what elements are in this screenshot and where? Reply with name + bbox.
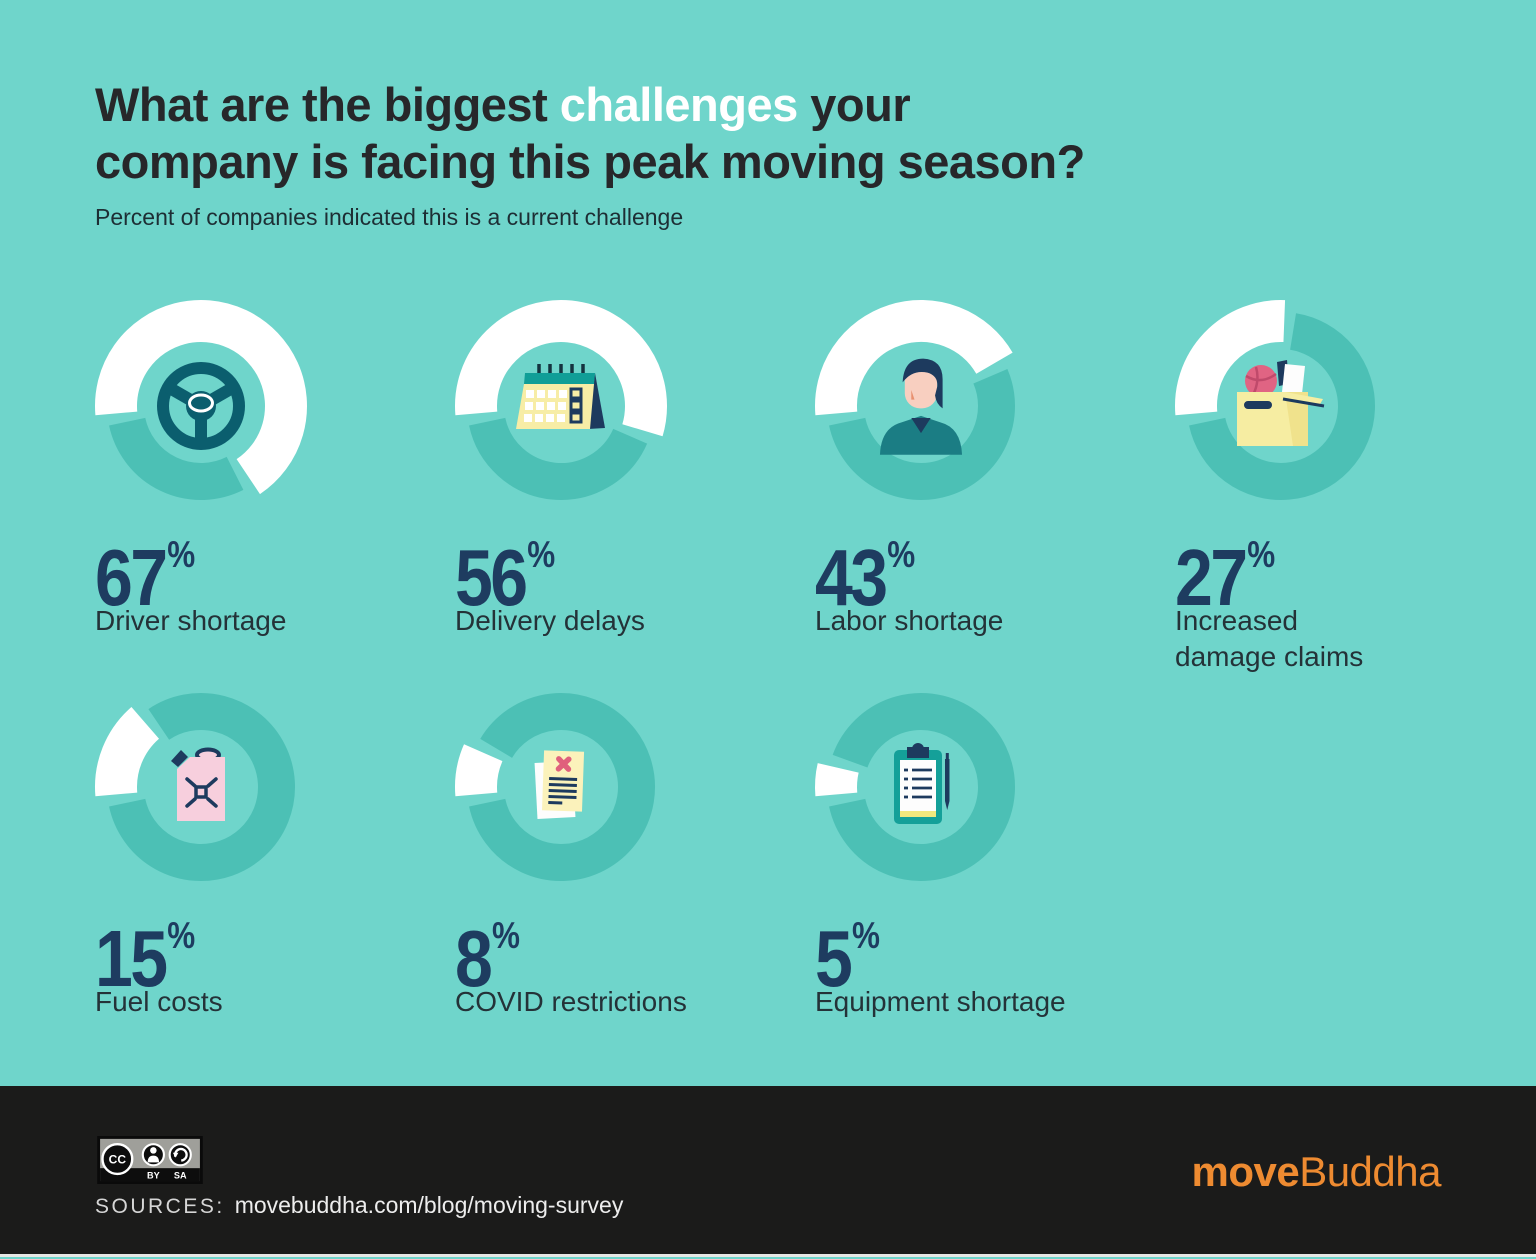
title-text: What are the biggest (95, 78, 560, 131)
desk-calendar-icon (516, 364, 605, 429)
donut-chart-driver-shortage (95, 300, 307, 500)
clipboard-checklist-icon (894, 743, 950, 824)
stat-label: COVID restrictions (455, 986, 687, 1017)
donut-remainder-arc (109, 693, 295, 881)
percent-sign: % (527, 534, 555, 575)
donut-remainder-arc (469, 693, 655, 881)
donut-remainder-arc (829, 693, 1015, 881)
stat-value: 5% (815, 914, 880, 1003)
stat-card-labor-shortage: 43% Labor shortage (815, 298, 1175, 675)
attribution-person-icon (141, 1143, 165, 1167)
stat-card-delivery-delays: 56% Delivery delays (455, 298, 815, 675)
stat-card-increased-damage-claims: 27% Increased damage claims (1175, 298, 1535, 675)
cc-letters: CC (109, 1152, 127, 1166)
donut-remainder-arc (109, 417, 244, 500)
sources-label: SOURCES: (95, 1195, 225, 1218)
title-text-after: your (797, 78, 911, 131)
title-line-1: What are the biggest challenges your (95, 76, 1195, 133)
stat-label: Labor shortage (815, 605, 1004, 636)
donut-row-2: 15% Fuel costs (95, 679, 1175, 1020)
donut-chart-delivery-delays (455, 300, 667, 500)
title-highlight-text: challenges (559, 78, 798, 131)
title-line-2: company is facing this peak moving seaso… (95, 135, 1085, 188)
donut-remainder-arc (829, 368, 1015, 500)
stat-value: 27% (1175, 533, 1275, 622)
stat-value: 8% (455, 914, 520, 1003)
stat-value: 15% (95, 914, 195, 1003)
stat-value: 67% (95, 533, 195, 622)
donut-remainder-arc (469, 417, 648, 500)
stat-label: Fuel costs (95, 986, 223, 1017)
donut-filled-arc (815, 300, 1013, 416)
movebuddha-logo: moveBuddha (1191, 1148, 1441, 1196)
creative-commons-license-badge[interactable]: CC BY SA (97, 1136, 203, 1184)
percent-sign: % (167, 534, 195, 575)
donut-filled-arc (815, 763, 859, 797)
chart-subtitle: Percent of companies indicated this is a… (95, 204, 684, 230)
page-title: What are the biggest challenges your com… (95, 76, 1195, 190)
open-moving-box-icon (1237, 360, 1325, 446)
percent-sign: % (887, 534, 915, 575)
percent-sign: % (1247, 534, 1275, 575)
header: What are the biggest challenges your com… (95, 76, 1195, 231)
donut-chart-labor-shortage (815, 300, 1015, 500)
cc-logo-icon (101, 1142, 134, 1176)
share-alike-icon (168, 1143, 192, 1167)
brand-regular-part: Buddha (1299, 1148, 1441, 1195)
stat-card-fuel-costs: 15% Fuel costs (95, 679, 455, 1020)
bottom-edge-strip (0, 1254, 1536, 1257)
stat-label: Equipment shortage (815, 986, 1066, 1017)
fuel-can-icon (171, 747, 225, 821)
sources-url[interactable]: movebuddha.com/blog/moving-survey (234, 1192, 624, 1218)
license-by-label: BY (147, 1171, 160, 1181)
stat-value: 56% (455, 533, 555, 622)
worker-bust-icon (879, 358, 963, 455)
stat-value: 43% (815, 533, 915, 622)
donut-chart-covid-restrictions (455, 693, 655, 881)
license-sa-label: SA (174, 1171, 187, 1181)
stat-card-driver-shortage: 67% Driver shortage (95, 298, 455, 675)
steering-wheel-icon (157, 362, 245, 450)
percent-sign: % (491, 915, 520, 956)
donut-row-1: 67% Driver shortage (95, 298, 1535, 675)
donut-filled-arc (455, 300, 667, 437)
stat-card-equipment-shortage: 5% Equipment shortage (815, 679, 1175, 1020)
donut-remainder-arc (1189, 313, 1375, 500)
footer: CC BY SA SOURCES: movebuddha.com/blog/mov… (0, 1086, 1536, 1257)
donut-chart-fuel-costs (95, 693, 295, 881)
stat-card-covid-restrictions: 8% COVID restrictions (455, 679, 815, 1020)
crossed-document-icon (534, 750, 585, 819)
donut-filled-arc (95, 707, 160, 797)
percent-sign: % (167, 915, 195, 956)
donut-filled-arc (95, 300, 307, 495)
donut-chart-increased-damage-claims (1175, 300, 1375, 500)
stat-label: Driver shortage (95, 605, 287, 636)
donut-filled-arc (1175, 300, 1286, 416)
brand-bold-part: move (1191, 1148, 1300, 1195)
donut-chart-equipment-shortage (815, 693, 1015, 881)
stat-label: Increased damage claims (1175, 605, 1364, 672)
percent-sign: % (851, 915, 880, 956)
sources-line: SOURCES: movebuddha.com/blog/moving-surve… (95, 1192, 623, 1219)
donut-filled-arc (455, 744, 503, 797)
stat-label: Delivery delays (455, 605, 645, 636)
